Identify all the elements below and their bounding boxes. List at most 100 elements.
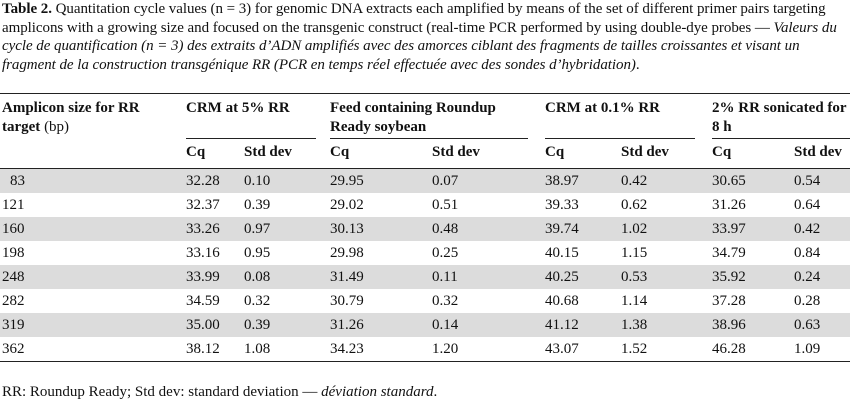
subheader-std-dev: Std dev xyxy=(794,144,842,160)
std-dev-cell: 0.62 xyxy=(621,197,648,213)
table-caption: Table 2. Quantitation cycle values (n = … xyxy=(2,0,848,74)
table-row: 198 33.16 0.95 29.98 0.25 40.15 1.15 34.… xyxy=(0,241,850,265)
cq-cell: 38.97 xyxy=(545,173,579,189)
amplicon-size-cell: 121 xyxy=(2,197,25,213)
cq-cell: 37.28 xyxy=(712,293,746,309)
subheader-std-dev: Std dev xyxy=(621,144,669,160)
cq-cell: 40.15 xyxy=(545,245,579,261)
cq-cell: 39.33 xyxy=(545,197,579,213)
std-dev-cell: 0.53 xyxy=(621,269,648,285)
cq-cell: 34.23 xyxy=(330,341,364,357)
cq-cell: 30.65 xyxy=(712,173,746,189)
cq-cell: 32.37 xyxy=(186,197,220,213)
cq-cell: 33.16 xyxy=(186,245,220,261)
std-dev-cell: 1.08 xyxy=(244,341,271,357)
std-dev-cell: 0.42 xyxy=(621,173,648,189)
std-dev-cell: 0.48 xyxy=(432,221,459,237)
cq-cell: 32.28 xyxy=(186,173,220,189)
std-dev-cell: 0.97 xyxy=(244,221,271,237)
caption-label: Table 2. xyxy=(2,1,52,17)
cq-cell: 40.68 xyxy=(545,293,579,309)
cq-cell: 43.07 xyxy=(545,341,579,357)
std-dev-cell: 0.54 xyxy=(794,173,821,189)
cq-cell: 29.98 xyxy=(330,245,364,261)
subheader-cq: Cq xyxy=(545,144,565,160)
std-dev-cell: 1.38 xyxy=(621,317,648,333)
cq-cell: 29.02 xyxy=(330,197,364,213)
std-dev-cell: 0.64 xyxy=(794,197,821,213)
amplicon-size-cell: 362 xyxy=(2,341,25,357)
std-dev-cell: 0.32 xyxy=(244,293,271,309)
header-amplicon-size: Amplicon size for RR target (bp) xyxy=(2,100,140,135)
std-dev-cell: 0.63 xyxy=(794,317,821,333)
amplicon-size-cell: 160 xyxy=(2,221,25,237)
std-dev-cell: 0.32 xyxy=(432,293,459,309)
header-rr-sonicated: 2% RR sonicated for 8 h xyxy=(712,100,847,135)
table-row: 248 33.99 0.08 31.49 0.11 40.25 0.53 35.… xyxy=(0,265,850,289)
cq-cell: 33.26 xyxy=(186,221,220,237)
table-row: 160 33.26 0.97 30.13 0.48 39.74 1.02 33.… xyxy=(0,217,850,241)
cq-cell: 39.74 xyxy=(545,221,579,237)
std-dev-cell: 1.15 xyxy=(621,245,648,261)
std-dev-cell: 0.39 xyxy=(244,197,271,213)
std-dev-cell: 0.24 xyxy=(794,269,821,285)
std-dev-cell: 0.39 xyxy=(244,317,271,333)
cq-cell: 33.97 xyxy=(712,221,746,237)
std-dev-cell: 0.25 xyxy=(432,245,459,261)
caption-french: Valeurs du cycle de quantification (n = … xyxy=(2,19,837,73)
cq-cell: 35.92 xyxy=(712,269,746,285)
cq-cell: 41.12 xyxy=(545,317,579,333)
amplicon-size-cell: 282 xyxy=(2,293,25,309)
std-dev-cell: 0.14 xyxy=(432,317,459,333)
cq-cell: 29.95 xyxy=(330,173,364,189)
cq-cell: 31.26 xyxy=(330,317,364,333)
std-dev-cell: 0.51 xyxy=(432,197,459,213)
std-dev-cell: 0.42 xyxy=(794,221,821,237)
group-rule xyxy=(330,138,528,139)
cq-cell: 34.59 xyxy=(186,293,220,309)
cq-cell: 35.00 xyxy=(186,317,220,333)
subheader-cq: Cq xyxy=(330,144,350,160)
table-row: 319 35.00 0.39 31.26 0.14 41.12 1.38 38.… xyxy=(0,313,850,337)
amplicon-size-cell: 198 xyxy=(2,245,25,261)
subheader-cq: Cq xyxy=(186,144,206,160)
cq-cell: 40.25 xyxy=(545,269,579,285)
cq-cell: 38.12 xyxy=(186,341,220,357)
table-row: 83 32.28 0.10 29.95 0.07 38.97 0.42 30.6… xyxy=(0,169,850,193)
table-row: 282 34.59 0.32 30.79 0.32 40.68 1.14 37.… xyxy=(0,289,850,313)
cq-cell: 30.13 xyxy=(330,221,364,237)
amplicon-size-cell: 248 xyxy=(2,269,25,285)
cq-cell: 46.28 xyxy=(712,341,746,357)
std-dev-cell: 1.09 xyxy=(794,341,821,357)
std-dev-cell: 1.02 xyxy=(621,221,648,237)
header-crm-5: CRM at 5% RR xyxy=(186,100,290,116)
cq-cell: 33.99 xyxy=(186,269,220,285)
cq-cell: 30.79 xyxy=(330,293,364,309)
header-crm-01: CRM at 0.1% RR xyxy=(545,100,660,116)
std-dev-cell: 0.10 xyxy=(244,173,271,189)
std-dev-cell: 0.08 xyxy=(244,269,271,285)
group-rule xyxy=(712,138,850,139)
amplicon-size-cell: 319 xyxy=(2,317,25,333)
std-dev-cell: 1.20 xyxy=(432,341,459,357)
cq-cell: 31.26 xyxy=(712,197,746,213)
std-dev-cell: 0.07 xyxy=(432,173,459,189)
std-dev-cell: 1.52 xyxy=(621,341,648,357)
caption-end: . xyxy=(635,56,640,73)
std-dev-cell: 0.95 xyxy=(244,245,271,261)
table-header: Amplicon size for RR target (bp) CRM at … xyxy=(0,94,850,169)
std-dev-cell: 1.14 xyxy=(621,293,648,309)
group-rule xyxy=(545,138,695,139)
amplicon-size-cell: 83 xyxy=(10,173,25,189)
subheader-std-dev: Std dev xyxy=(432,144,480,160)
footnote-french: déviation standard xyxy=(321,384,434,400)
cq-cell: 31.49 xyxy=(330,269,364,285)
cq-cell: 38.96 xyxy=(712,317,746,333)
std-dev-cell: 0.11 xyxy=(432,269,458,285)
table-row: 362 38.12 1.08 34.23 1.20 43.07 1.52 46.… xyxy=(0,337,850,361)
footnote-english: RR: Roundup Ready; Std dev: standard dev… xyxy=(2,384,322,400)
data-table: Amplicon size for RR target (bp) CRM at … xyxy=(0,93,850,362)
cq-cell: 34.79 xyxy=(712,245,746,261)
table-footnote: RR: Roundup Ready; Std dev: standard dev… xyxy=(2,383,437,401)
header-feed-roundup: Feed containing Roundup Ready soybean xyxy=(330,100,496,135)
